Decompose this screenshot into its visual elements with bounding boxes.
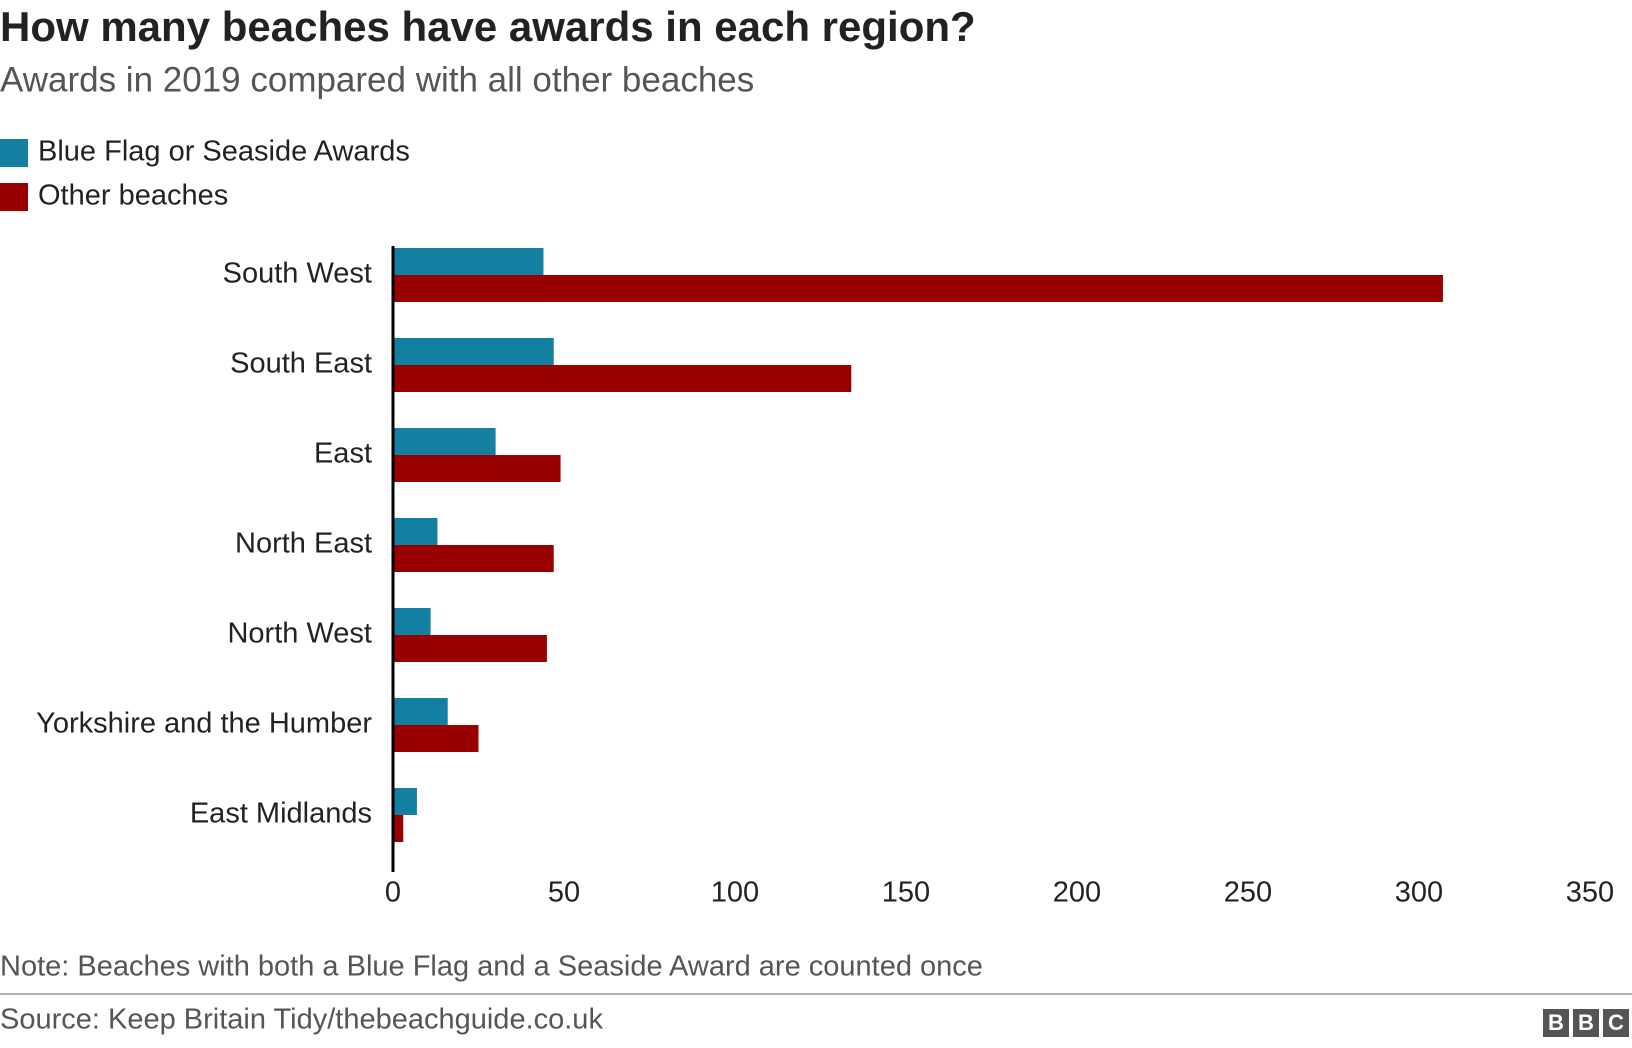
bar bbox=[393, 275, 1443, 302]
x-tick-label: 300 bbox=[1395, 877, 1443, 909]
x-tick-label: 250 bbox=[1224, 877, 1272, 909]
bar bbox=[393, 725, 479, 752]
bar bbox=[393, 518, 438, 545]
bar bbox=[393, 635, 547, 662]
bar bbox=[393, 608, 431, 635]
bar bbox=[393, 698, 448, 725]
bar bbox=[393, 815, 404, 842]
y-tick-label: Yorkshire and the Humber bbox=[36, 708, 372, 740]
logo-block bbox=[1573, 1009, 1599, 1037]
chart-subtitle: Awards in 2019 compared with all other b… bbox=[0, 60, 754, 99]
logo-letter: B bbox=[1548, 1010, 1564, 1035]
x-tick-label: 100 bbox=[711, 877, 759, 909]
bar bbox=[393, 338, 554, 365]
legend-swatch bbox=[0, 139, 28, 167]
source: Source: Keep Britain Tidy/thebeachguide.… bbox=[0, 1004, 603, 1036]
x-tick-label: 50 bbox=[548, 877, 580, 909]
bar bbox=[393, 365, 852, 392]
x-tick-label: 0 bbox=[385, 877, 401, 909]
bar bbox=[393, 428, 496, 455]
bar bbox=[393, 455, 561, 482]
bar bbox=[393, 788, 417, 815]
note: Note: Beaches with both a Blue Flag and … bbox=[0, 951, 983, 983]
y-tick-label: South East bbox=[230, 348, 372, 380]
legend-swatch bbox=[0, 183, 28, 211]
legend-label: Other beaches bbox=[38, 180, 228, 212]
logo-block bbox=[1603, 1009, 1629, 1037]
x-tick-label: 200 bbox=[1053, 877, 1101, 909]
y-tick-label: South West bbox=[223, 258, 372, 290]
y-tick-label: East bbox=[314, 438, 372, 470]
y-tick-label: North West bbox=[227, 618, 372, 650]
logo-letter: B bbox=[1578, 1010, 1594, 1035]
x-tick-label: 150 bbox=[882, 877, 930, 909]
bar bbox=[393, 248, 544, 275]
chart-title: How many beaches have awards in each reg… bbox=[0, 3, 976, 50]
x-tick-label: 350 bbox=[1566, 877, 1614, 909]
logo-letter: C bbox=[1608, 1010, 1624, 1035]
bar bbox=[393, 545, 554, 572]
y-tick-label: North East bbox=[235, 528, 372, 560]
legend-label: Blue Flag or Seaside Awards bbox=[38, 136, 410, 168]
y-tick-label: East Midlands bbox=[190, 798, 372, 830]
logo-block bbox=[1543, 1009, 1569, 1037]
